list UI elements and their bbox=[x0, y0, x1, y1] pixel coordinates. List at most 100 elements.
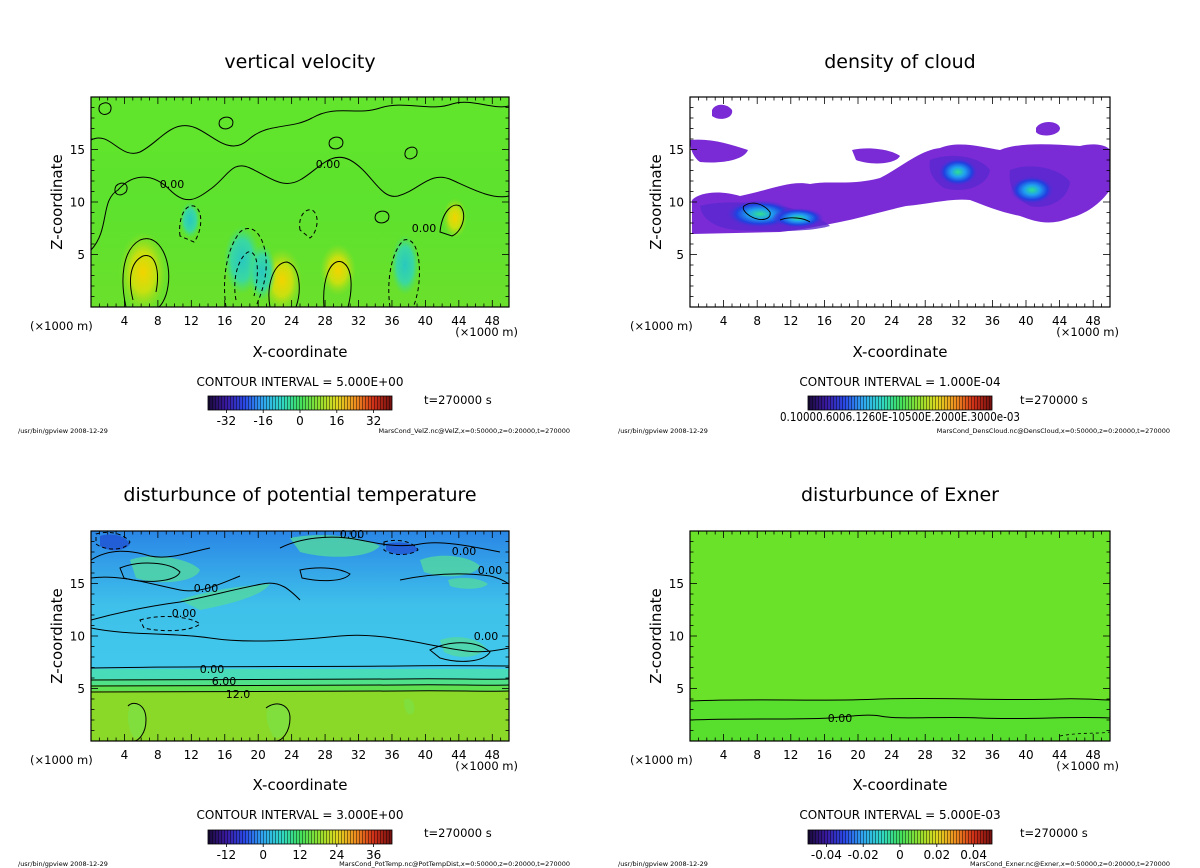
x-axis-label: X-coordinate bbox=[253, 343, 348, 361]
colorbar-tick-label: -12 bbox=[217, 848, 237, 862]
y-axis-label: Z-coordinate bbox=[647, 154, 665, 249]
contour-label: 0.00 bbox=[200, 663, 225, 676]
x-tick-label: 28 bbox=[918, 314, 933, 328]
contour-label: 0.00 bbox=[160, 178, 185, 191]
x-tick-label: 20 bbox=[850, 314, 865, 328]
x-tick-label: 40 bbox=[418, 748, 433, 762]
y-tick-label: 5 bbox=[77, 682, 85, 696]
x-unit-right: (×1000 m) bbox=[1056, 759, 1119, 773]
colorbar-tick-label: 12 bbox=[292, 848, 307, 862]
colorbar-tick-label: -32 bbox=[217, 414, 237, 428]
footer-right: MarsCond_PotTemp.nc@PotTempDist,x=0:5000… bbox=[339, 860, 570, 868]
x-tick-label: 40 bbox=[1018, 314, 1033, 328]
contour-label: 0.00 bbox=[172, 607, 197, 620]
x-tick-label: 48 bbox=[485, 314, 500, 328]
chart-title: vertical velocity bbox=[224, 51, 375, 73]
y-tick-label: 5 bbox=[676, 682, 684, 696]
y-tick-label: 10 bbox=[70, 630, 85, 644]
x-tick-label: 20 bbox=[251, 314, 266, 328]
y-tick-label: 5 bbox=[77, 248, 85, 262]
x-tick-label: 36 bbox=[384, 748, 399, 762]
contour-label: 0.00 bbox=[478, 564, 503, 577]
x-tick-label: 28 bbox=[918, 748, 933, 762]
y-tick-label: 15 bbox=[70, 143, 85, 157]
colorbar-tick-label: 16 bbox=[329, 414, 344, 428]
x-tick-label: 24 bbox=[284, 314, 299, 328]
x-unit-left: (×1000 m) bbox=[630, 319, 693, 333]
contour-label: 0.00 bbox=[412, 222, 437, 235]
x-tick-label: 20 bbox=[850, 748, 865, 762]
colorbar-tick-label: -0.04 bbox=[811, 848, 842, 862]
x-axis-ticks: 4 8 12 16 20 24 28 32 36 40 44 48 bbox=[698, 531, 1102, 762]
x-tick-label: 12 bbox=[783, 314, 798, 328]
x-tick-label: 36 bbox=[985, 314, 1000, 328]
x-tick-label: 32 bbox=[351, 748, 366, 762]
colorbar-tick-label: 36 bbox=[366, 848, 381, 862]
contour-label: 0.00 bbox=[340, 528, 365, 541]
x-tick-label: 48 bbox=[1086, 748, 1101, 762]
footer-right: MarsCond_VelZ.nc@VelZ,x=0:50000,z=0:2000… bbox=[379, 427, 570, 435]
colorbar-labels: 0.10000.6006.1260E-10500E.2000E.3000e-03 bbox=[780, 410, 1020, 424]
contour-label: 0.00 bbox=[828, 712, 853, 725]
chart-title: density of cloud bbox=[824, 51, 976, 73]
contour-label: 0.00 bbox=[316, 158, 341, 171]
x-axis-ticks: 4 8 12 16 20 24 28 32 36 40 44 48 bbox=[98, 531, 502, 762]
y-tick-label: 10 bbox=[669, 630, 684, 644]
x-tick-label: 40 bbox=[1018, 748, 1033, 762]
contour-label: 0.00 bbox=[452, 545, 477, 558]
footer-left: /usr/bin/gpview 2008-12-29 bbox=[18, 860, 108, 868]
contour-label: 12.0 bbox=[226, 688, 251, 701]
x-tick-label: 8 bbox=[753, 748, 761, 762]
y-tick-label: 10 bbox=[669, 196, 684, 210]
plot-field bbox=[91, 97, 509, 307]
footer-left: /usr/bin/gpview 2008-12-29 bbox=[18, 427, 108, 435]
y-axis-label: Z-coordinate bbox=[48, 588, 66, 683]
time-stamp: t=270000 s bbox=[1020, 393, 1088, 407]
colorbar-tick-label: 0 bbox=[259, 848, 267, 862]
colorbar-tick-label: 0.02 bbox=[923, 848, 950, 862]
colorbar-ticks: -12 0 12 24 36 bbox=[217, 844, 381, 862]
x-tick-label: 16 bbox=[217, 314, 232, 328]
colorbar-tick-label: 32 bbox=[366, 414, 381, 428]
contour-interval: CONTOUR INTERVAL = 1.000E-04 bbox=[799, 375, 1000, 389]
colorbar-tick-label: 24 bbox=[329, 848, 344, 862]
footer-left: /usr/bin/gpview 2008-12-29 bbox=[618, 860, 708, 868]
x-tick-label: 32 bbox=[951, 748, 966, 762]
panel-vertical-velocity: vertical velocity bbox=[18, 51, 570, 435]
contour-label: 0.00 bbox=[474, 630, 499, 643]
plot-field bbox=[91, 531, 509, 741]
colorbar-ticks: -0.04 -0.02 0 0.02 0.04 bbox=[811, 844, 987, 862]
x-tick-label: 32 bbox=[351, 314, 366, 328]
contour-interval: CONTOUR INTERVAL = 5.000E+00 bbox=[197, 375, 404, 389]
y-axis-ticks: 5 10 15 bbox=[70, 541, 509, 731]
contour-label: 6.00 bbox=[212, 675, 237, 688]
x-unit-right: (×1000 m) bbox=[455, 759, 518, 773]
footer-right: MarsCond_DensCloud.nc@DensCloud,x=0:5000… bbox=[937, 427, 1170, 435]
x-axis-ticks: 4 8 12 16 20 24 28 32 36 40 44 48 bbox=[698, 97, 1102, 328]
x-tick-label: 8 bbox=[154, 314, 162, 328]
time-stamp: t=270000 s bbox=[424, 393, 492, 407]
x-tick-label: 24 bbox=[284, 748, 299, 762]
contour-interval: CONTOUR INTERVAL = 5.000E-03 bbox=[799, 808, 1000, 822]
contour-label: 0.00 bbox=[194, 582, 219, 595]
y-axis-ticks: 5 10 15 bbox=[669, 107, 1110, 297]
x-tick-label: 12 bbox=[184, 748, 199, 762]
contour-interval: CONTOUR INTERVAL = 3.000E+00 bbox=[197, 808, 404, 822]
y-axis-ticks: 5 10 15 bbox=[70, 107, 509, 297]
y-tick-label: 5 bbox=[676, 248, 684, 262]
y-tick-label: 10 bbox=[70, 196, 85, 210]
x-axis-label: X-coordinate bbox=[853, 776, 948, 794]
x-tick-label: 24 bbox=[884, 748, 899, 762]
x-tick-label: 20 bbox=[251, 748, 266, 762]
x-tick-label: 40 bbox=[418, 314, 433, 328]
y-tick-label: 15 bbox=[669, 577, 684, 591]
x-unit-left: (×1000 m) bbox=[630, 753, 693, 767]
x-tick-label: 16 bbox=[217, 748, 232, 762]
x-tick-label: 28 bbox=[317, 314, 332, 328]
colorbar-tick-label: -16 bbox=[253, 414, 273, 428]
x-tick-label: 36 bbox=[985, 748, 1000, 762]
plot-field bbox=[690, 531, 1110, 741]
x-unit-left: (×1000 m) bbox=[30, 319, 93, 333]
x-tick-label: 32 bbox=[951, 314, 966, 328]
